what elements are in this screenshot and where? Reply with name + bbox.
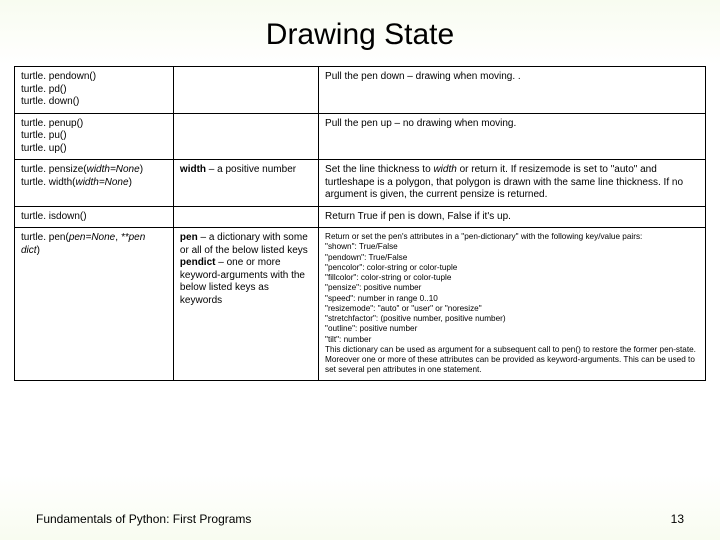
table-row: turtle. penup()turtle. pu()turtle. up() P… [15,113,706,160]
table-row: turtle. pensize(width=None)turtle. width… [15,160,706,207]
param-cell [173,113,318,160]
method-cell: turtle. pen(pen=None, **pen dict) [15,228,174,381]
description-cell: Pull the pen down – drawing when moving.… [319,67,706,114]
method-cell: turtle. isdown() [15,206,174,228]
table-row: turtle. pen(pen=None, **pen dict)pen – a… [15,228,706,381]
table-row: turtle. isdown() Return True if pen is do… [15,206,706,228]
method-cell: turtle. penup()turtle. pu()turtle. up() [15,113,174,160]
param-cell: pen – a dictionary with some or all of t… [173,228,318,381]
method-cell: turtle. pendown()turtle. pd()turtle. dow… [15,67,174,114]
description-cell: Pull the pen up – no drawing when moving… [319,113,706,160]
param-cell [173,67,318,114]
param-cell [173,206,318,228]
table-container: turtle. pendown()turtle. pd()turtle. dow… [0,66,720,381]
method-cell: turtle. pensize(width=None)turtle. width… [15,160,174,207]
description-cell: Return True if pen is down, False if it'… [319,206,706,228]
footer-source: Fundamentals of Python: First Programs [36,512,251,526]
page-number: 13 [671,512,684,526]
footer: Fundamentals of Python: First Programs 1… [36,512,684,526]
table-row: turtle. pendown()turtle. pd()turtle. dow… [15,67,706,114]
description-cell: Return or set the pen's attributes in a … [319,228,706,381]
description-cell: Set the line thickness to width or retur… [319,160,706,207]
slide-title: Drawing State [0,0,720,66]
methods-table: turtle. pendown()turtle. pd()turtle. dow… [14,66,706,381]
param-cell: width – a positive number [173,160,318,207]
